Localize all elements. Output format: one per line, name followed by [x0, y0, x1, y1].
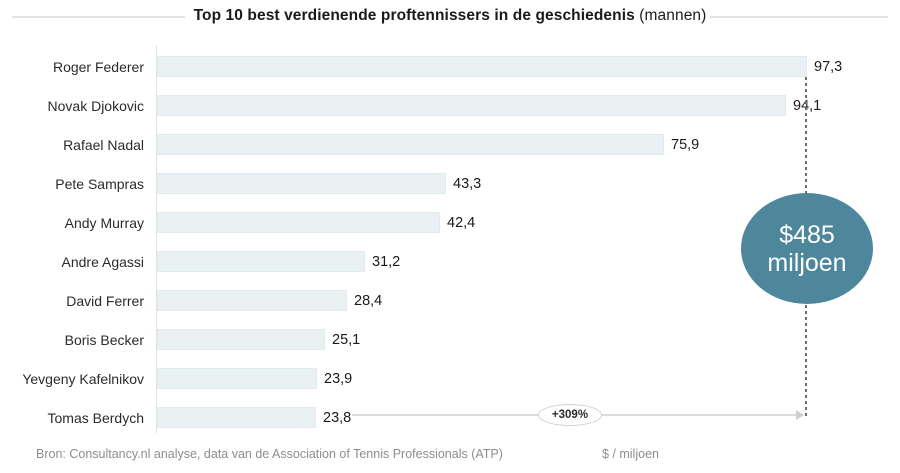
category-label: Pete Sampras [55, 175, 144, 192]
category-label: Yevgeny Kafelnikov [22, 370, 144, 387]
bar [157, 173, 446, 194]
value-label: 97,3 [814, 58, 843, 75]
category-label: Andre Agassi [61, 253, 145, 270]
value-label: 42,4 [447, 214, 476, 231]
bar [157, 290, 347, 311]
bar-track: 25,1 [157, 329, 360, 350]
bar-track: 97,3 [157, 56, 842, 77]
value-label: 43,3 [453, 175, 482, 192]
bar-track: 23,8 [157, 407, 351, 428]
unit-label: $ / miljoen [602, 447, 659, 461]
bar-track: 31,2 [157, 251, 400, 272]
plot-area: Roger Federer 97,3 Novak Djokovic 94,1 Rafae… [0, 45, 900, 440]
bar [157, 134, 664, 155]
chart-title: Top 10 best verdienende proftennissers i… [0, 7, 900, 25]
category-label: Tomas Berdych [47, 409, 144, 426]
bar [157, 407, 316, 428]
category-label: Rafael Nadal [63, 136, 144, 153]
total-earnings-amount: $485 [779, 220, 835, 249]
bar-track: 23,9 [157, 368, 352, 389]
bar-track: 42,4 [157, 212, 475, 233]
value-label: 94,1 [793, 97, 822, 114]
title-divider-left [12, 16, 185, 18]
bar [157, 56, 807, 77]
category-label: Andy Murray [64, 214, 144, 231]
bar-row: Tomas Berdych 23,8 [0, 398, 900, 437]
category-label: Boris Becker [64, 331, 144, 348]
value-label: 23,9 [324, 370, 353, 387]
bar-row: Roger Federer 97,3 [0, 47, 900, 86]
bar [157, 251, 365, 272]
total-earnings-unit: miljoen [767, 248, 847, 277]
bar-rows: Roger Federer 97,3 Novak Djokovic 94,1 Rafae… [0, 47, 900, 437]
source-note: Bron: Consultancy.nl analyse, data van d… [36, 447, 503, 461]
bar-row: Andy Murray 42,4 [0, 203, 900, 242]
bar-track: 43,3 [157, 173, 481, 194]
category-label: David Ferrer [66, 292, 144, 309]
growth-arrow-head-icon [796, 410, 804, 420]
bar-row: David Ferrer 28,4 [0, 281, 900, 320]
growth-percentage-badge: +309% [538, 404, 602, 426]
value-label: 25,1 [332, 331, 361, 348]
bar-row: Andre Agassi 31,2 [0, 242, 900, 281]
bar-row: Novak Djokovic 94,1 [0, 86, 900, 125]
bar-row: Yevgeny Kafelnikov 23,9 [0, 359, 900, 398]
title-divider-right [710, 16, 888, 18]
total-earnings-bubble: $485 miljoen [741, 193, 873, 304]
chart-title-suffix: (mannen) [634, 7, 707, 24]
bar-track: 94,1 [157, 95, 821, 116]
chart-header: Top 10 best verdienende proftennissers i… [0, 0, 900, 42]
bar [157, 95, 786, 116]
category-label: Novak Djokovic [47, 97, 144, 114]
bar [157, 212, 440, 233]
chart-title-main: Top 10 best verdienende proftennissers i… [193, 7, 635, 24]
category-label: Roger Federer [52, 58, 144, 75]
bar-track: 28,4 [157, 290, 382, 311]
bar [157, 329, 325, 350]
bar-track: 75,9 [157, 134, 699, 155]
y-axis-line [156, 45, 157, 433]
value-label: 28,4 [354, 292, 383, 309]
bar-row: Pete Sampras 43,3 [0, 164, 900, 203]
value-label: 23,8 [323, 409, 352, 426]
value-label: 31,2 [372, 253, 401, 270]
bar [157, 368, 317, 389]
bar-row: Boris Becker 25,1 [0, 320, 900, 359]
bar-row: Rafael Nadal 75,9 [0, 125, 900, 164]
value-label: 75,9 [671, 136, 700, 153]
